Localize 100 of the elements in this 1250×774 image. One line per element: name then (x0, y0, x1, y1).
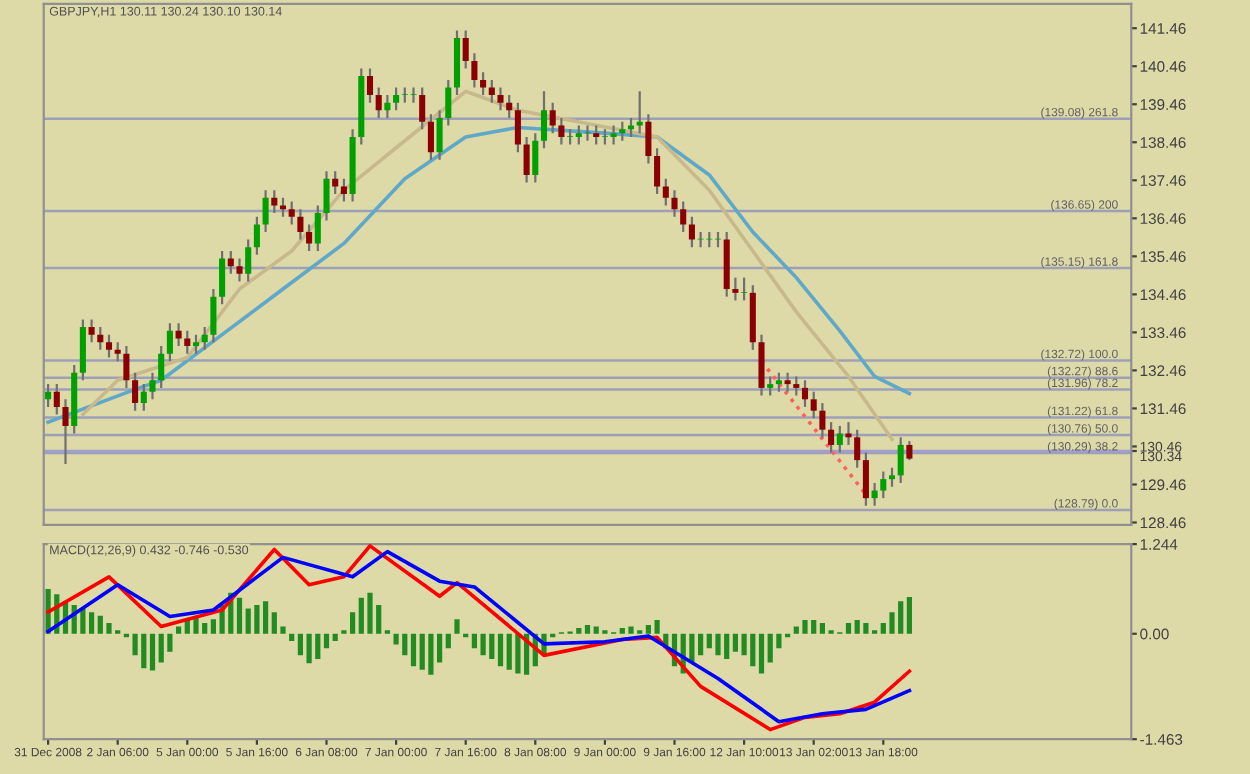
bar (106, 622, 112, 634)
candlestick (540, 90, 548, 150)
bar (480, 633, 486, 656)
candlestick (45, 382, 52, 409)
bar (428, 633, 434, 675)
bar (262, 601, 269, 634)
bar (254, 604, 260, 634)
candlestick (340, 177, 347, 203)
candlestick (227, 249, 234, 275)
bar (654, 620, 660, 634)
candlestick (366, 67, 374, 104)
candlestick (480, 71, 487, 97)
candlestick (801, 379, 809, 409)
bar (906, 597, 913, 634)
candlestick (245, 238, 252, 283)
candlestick (210, 287, 217, 344)
candlestick (323, 170, 330, 222)
candlestick (393, 86, 400, 112)
candlestick (532, 132, 539, 184)
candlestick (462, 29, 469, 70)
candlestick (166, 322, 173, 363)
bar (175, 626, 182, 634)
candlestick (819, 401, 826, 439)
candlestick (306, 223, 313, 253)
candlestick (828, 421, 835, 454)
candlestick (662, 177, 669, 207)
candlestick (584, 124, 591, 142)
candlestick (784, 371, 791, 393)
line-series (81, 89, 894, 442)
bar (349, 612, 356, 634)
bar (332, 633, 338, 641)
candlestick (219, 249, 226, 306)
bar (715, 633, 721, 656)
candlestick (262, 189, 269, 234)
candlestick (897, 436, 904, 485)
candlestick (549, 101, 556, 135)
candlestick (175, 322, 182, 348)
bar (732, 633, 739, 652)
candlestick (636, 90, 643, 135)
candlestick (845, 421, 852, 447)
candlestick (775, 371, 782, 393)
candlestick (880, 470, 887, 500)
bar (845, 622, 852, 634)
candlestick (523, 135, 530, 184)
bar (80, 608, 86, 634)
candlestick (288, 200, 295, 226)
candlestick (793, 375, 800, 397)
bar (236, 597, 243, 634)
candlestick (53, 382, 60, 416)
candlestick (810, 390, 817, 420)
candlestick (558, 116, 565, 146)
candlestick (253, 215, 260, 256)
candlestick (471, 52, 478, 89)
candlestick (140, 382, 147, 412)
candlestick (132, 371, 139, 412)
candlestick (497, 86, 504, 112)
bar (410, 633, 417, 667)
candlestick (271, 189, 278, 215)
candlestick (62, 398, 69, 466)
candlestick (906, 440, 913, 462)
bar (471, 633, 478, 649)
candlestick (314, 204, 321, 253)
candlestick (610, 124, 617, 146)
candlestick (297, 208, 304, 241)
candlestick (862, 451, 869, 507)
candlestick (158, 344, 165, 389)
candlestick (419, 86, 426, 131)
candlestick (758, 333, 765, 397)
candlestick (279, 196, 287, 218)
candlestick (114, 341, 121, 363)
bar (497, 633, 504, 667)
bar (289, 633, 295, 641)
bar (802, 620, 808, 634)
bar (645, 625, 652, 634)
candlestick (836, 424, 843, 454)
candlestick (506, 94, 513, 120)
candlestick (97, 325, 104, 351)
candlestick (410, 86, 417, 104)
candlestick (741, 276, 748, 302)
candlestick (201, 325, 208, 351)
candlestick (671, 189, 678, 218)
bar (515, 633, 521, 674)
candlestick (192, 333, 200, 355)
candlestick (619, 120, 626, 142)
bar (323, 633, 330, 649)
candlestick (854, 428, 861, 469)
bar (628, 626, 634, 634)
candlestick (79, 318, 86, 382)
candlestick (332, 170, 339, 196)
candlestick (593, 124, 600, 146)
bar (697, 633, 704, 656)
candlestick (488, 78, 495, 104)
candlestick (384, 94, 391, 120)
candlestick (184, 329, 191, 355)
candlestick (88, 318, 95, 344)
candlestick (105, 333, 113, 359)
candlestick (871, 481, 878, 507)
candlestick (645, 113, 652, 165)
candlestick (375, 86, 382, 120)
candlestick (436, 109, 443, 161)
